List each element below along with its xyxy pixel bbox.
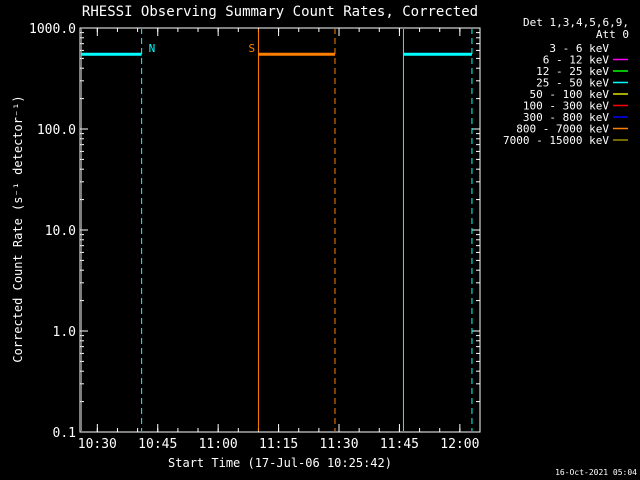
legend-entry-label: 800 - 7000 keV <box>516 123 609 136</box>
chart-title: RHESSI Observing Summary Count Rates, Co… <box>82 4 478 20</box>
legend-header-attenuator: Att 0 <box>596 28 629 41</box>
legend-entry-label: 25 - 50 keV <box>536 77 609 90</box>
legend-entry-label: 6 - 12 keV <box>543 54 610 67</box>
legend-entry-label: 300 - 800 keV <box>523 111 609 124</box>
legend-header-detectors: Det 1,3,4,5,6,9, <box>523 16 629 29</box>
annotation-N: N <box>81 29 156 431</box>
x-tick-label: 10:45 <box>138 437 177 452</box>
annotation-label: N <box>149 42 156 55</box>
legend-entry-label: 100 - 300 keV <box>523 100 609 113</box>
x-tick-label: 11:45 <box>380 437 419 452</box>
y-tick-label: 10.0 <box>45 224 76 239</box>
legend-entry-label: 7000 - 15000 keV <box>503 134 609 147</box>
legend-entry-label: 3 - 6 keV <box>549 42 609 55</box>
x-axis-label: Start Time (17-Jul-06 10:25:42) <box>168 456 392 470</box>
y-axis-label: Corrected Count Rate (s⁻¹ detector⁻¹) <box>11 95 25 362</box>
y-tick-label: 0.1 <box>53 426 76 441</box>
legend-entry-label: 50 - 100 keV <box>530 88 610 101</box>
plot-frame <box>79 27 481 433</box>
x-tick-label: 11:30 <box>319 437 358 452</box>
annotation-bar2 <box>402 29 473 431</box>
x-tick-label: 11:00 <box>199 437 238 452</box>
plot-area: 0.1 1.0 10.0 100.0 1000.0 10:30 10:45 11:00 11:1… <box>29 22 481 452</box>
x-tick-label: 10:30 <box>78 437 117 452</box>
y-tick-label: 1.0 <box>53 325 76 340</box>
y-tick-label: 100.0 <box>37 123 76 138</box>
x-tick-label: 12:00 <box>440 437 479 452</box>
legend-entry-label: 12 - 25 keV <box>536 65 609 78</box>
x-tick-label: 11:15 <box>259 437 298 452</box>
timestamp-label: 16-Oct-2021 05:04 <box>555 468 637 477</box>
y-tick-label: 1000.0 <box>29 22 76 37</box>
annotation-label: S <box>248 42 255 55</box>
annotation-S: S <box>248 29 336 431</box>
